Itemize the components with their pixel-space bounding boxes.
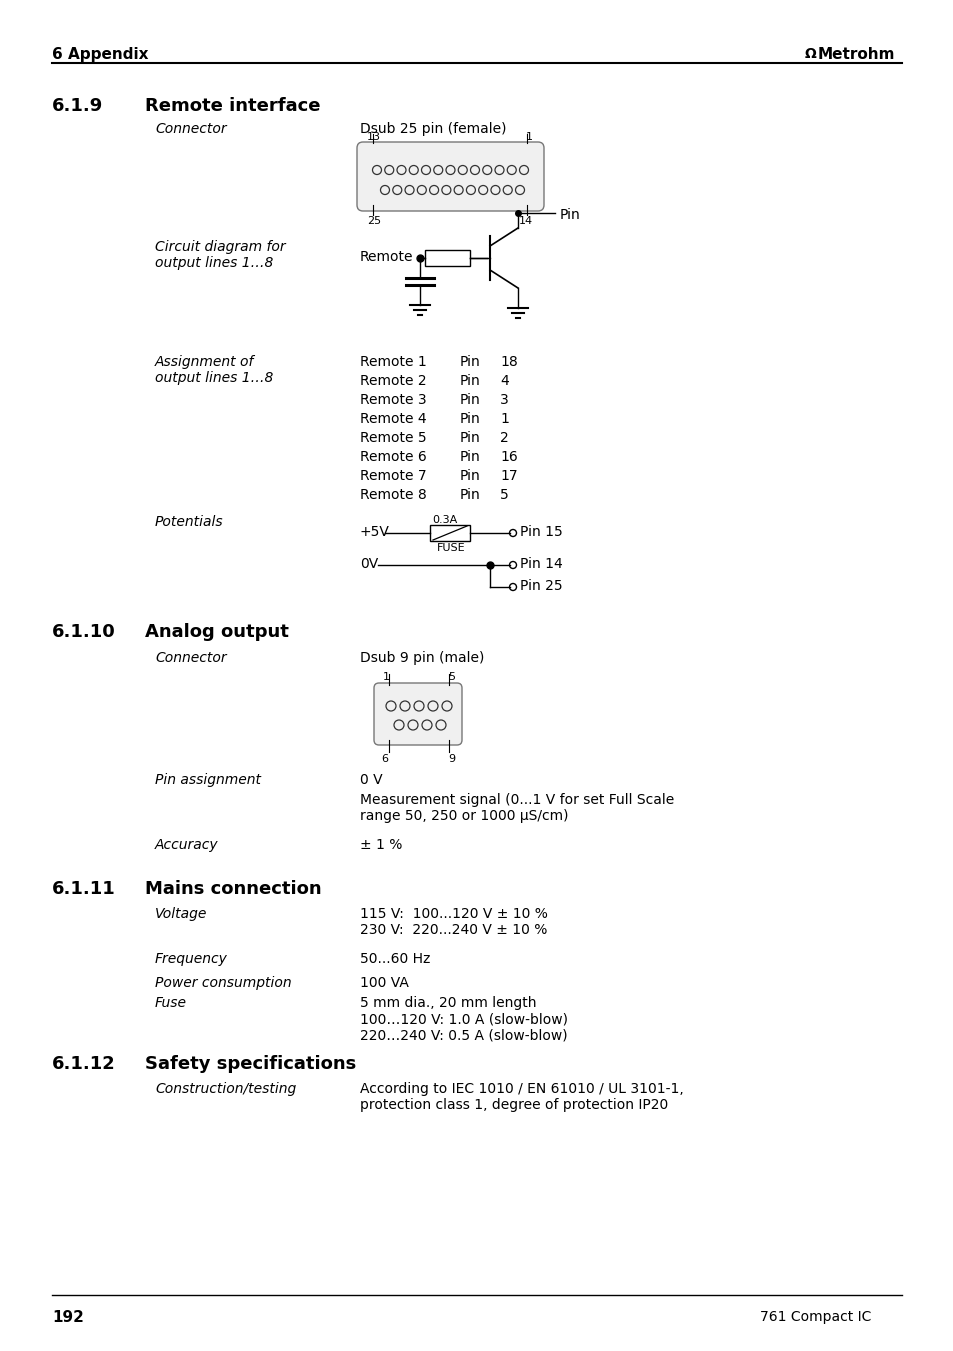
Text: Remote 3: Remote 3 (359, 393, 426, 407)
Text: 5: 5 (499, 488, 508, 503)
Text: 1: 1 (499, 412, 508, 426)
Text: Power consumption: Power consumption (154, 975, 292, 990)
Text: 5: 5 (448, 671, 455, 682)
Text: Pin: Pin (559, 208, 580, 222)
Text: Mains connection: Mains connection (145, 880, 321, 898)
Text: 17: 17 (499, 469, 517, 484)
Text: 761 Compact IC: 761 Compact IC (760, 1310, 870, 1324)
Text: Pin: Pin (459, 431, 480, 444)
Text: Connector: Connector (154, 122, 227, 136)
Text: 50...60 Hz: 50...60 Hz (359, 952, 430, 966)
Text: Connector: Connector (154, 651, 227, 665)
Text: 6.1.9: 6.1.9 (52, 97, 103, 115)
Text: Circuit diagram for
output lines 1…8: Circuit diagram for output lines 1…8 (154, 240, 285, 270)
Text: 25: 25 (367, 216, 381, 226)
Text: FUSE: FUSE (436, 543, 465, 553)
Text: Accuracy: Accuracy (154, 838, 218, 852)
Text: Remote 5: Remote 5 (359, 431, 426, 444)
Text: Remote 2: Remote 2 (359, 374, 426, 388)
Text: Pin: Pin (459, 412, 480, 426)
Bar (430, 526, 470, 540)
FancyBboxPatch shape (374, 684, 461, 744)
Text: Ω: Ω (804, 47, 816, 61)
Text: Pin 15: Pin 15 (519, 526, 562, 539)
Text: Remote 4: Remote 4 (359, 412, 426, 426)
FancyBboxPatch shape (356, 142, 543, 211)
Text: Measurement signal (0...1 V for set Full Scale
range 50, 250 or 1000 μS/cm): Measurement signal (0...1 V for set Full… (359, 793, 674, 823)
Text: 115 V:  100...120 V ± 10 %
230 V:  220...240 V ± 10 %: 115 V: 100...120 V ± 10 % 230 V: 220...2… (359, 907, 547, 938)
Text: Assignment of
output lines 1…8: Assignment of output lines 1…8 (154, 355, 274, 385)
Text: Analog output: Analog output (145, 623, 289, 640)
Text: Pin: Pin (459, 488, 480, 503)
Text: Voltage: Voltage (154, 907, 207, 921)
Text: Pin assignment: Pin assignment (154, 773, 261, 788)
Text: Pin: Pin (459, 393, 480, 407)
Text: 1: 1 (525, 132, 533, 142)
Text: Pin 14: Pin 14 (519, 557, 562, 571)
Text: 16: 16 (499, 450, 517, 463)
Text: Remote 8: Remote 8 (359, 488, 426, 503)
Text: 2: 2 (499, 431, 508, 444)
Text: Safety specifications: Safety specifications (145, 1055, 355, 1073)
Text: 100 VA: 100 VA (359, 975, 409, 990)
Text: +5V: +5V (359, 526, 390, 539)
Text: 3: 3 (499, 393, 508, 407)
Text: Pin 25: Pin 25 (519, 580, 562, 593)
Text: Pin: Pin (459, 450, 480, 463)
Text: Remote interface: Remote interface (145, 97, 320, 115)
Text: 9: 9 (447, 754, 455, 765)
Text: 0V: 0V (359, 557, 377, 571)
Text: Dsub 25 pin (female): Dsub 25 pin (female) (359, 122, 506, 136)
Text: Pin: Pin (459, 469, 480, 484)
Text: 14: 14 (518, 216, 533, 226)
Text: Remote: Remote (359, 250, 413, 263)
Text: 0.3A: 0.3A (432, 515, 456, 526)
Text: Frequency: Frequency (154, 952, 228, 966)
Text: 6.1.10: 6.1.10 (52, 623, 115, 640)
Text: Construction/testing: Construction/testing (154, 1082, 296, 1096)
Text: Dsub 9 pin (male): Dsub 9 pin (male) (359, 651, 484, 665)
Text: 6: 6 (380, 754, 388, 765)
Text: 5 mm dia., 20 mm length
100…120 V: 1.0 A (slow-blow)
220…240 V: 0.5 A (slow-blow: 5 mm dia., 20 mm length 100…120 V: 1.0 A… (359, 996, 567, 1043)
Text: Remote 1: Remote 1 (359, 355, 426, 369)
Text: Pin: Pin (459, 355, 480, 369)
Bar (424, 250, 470, 266)
Text: ± 1 %: ± 1 % (359, 838, 402, 852)
Text: Pin: Pin (459, 374, 480, 388)
Text: 6.1.12: 6.1.12 (52, 1055, 115, 1073)
Text: 1: 1 (382, 671, 390, 682)
Text: 192: 192 (52, 1310, 84, 1325)
Text: 6.1.11: 6.1.11 (52, 880, 115, 898)
Text: 4: 4 (499, 374, 508, 388)
Text: 0 V: 0 V (359, 773, 382, 788)
Text: Fuse: Fuse (154, 996, 187, 1011)
Text: Potentials: Potentials (154, 515, 223, 530)
Text: 18: 18 (499, 355, 517, 369)
Text: Metrohm: Metrohm (817, 47, 895, 62)
Text: Remote 6: Remote 6 (359, 450, 426, 463)
Text: According to IEC 1010 / EN 61010 / UL 3101-1,
protection class 1, degree of prot: According to IEC 1010 / EN 61010 / UL 31… (359, 1082, 683, 1112)
Text: Remote 7: Remote 7 (359, 469, 426, 484)
Text: 6 Appendix: 6 Appendix (52, 47, 149, 62)
Text: 13: 13 (367, 132, 380, 142)
